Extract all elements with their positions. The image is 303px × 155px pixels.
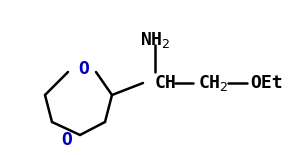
Text: CH$_2$: CH$_2$ [198, 73, 228, 93]
Text: NH$_2$: NH$_2$ [140, 30, 170, 50]
Text: OEt: OEt [250, 74, 283, 92]
Text: CH: CH [155, 74, 177, 92]
Text: O: O [62, 131, 72, 149]
Text: O: O [78, 60, 89, 78]
